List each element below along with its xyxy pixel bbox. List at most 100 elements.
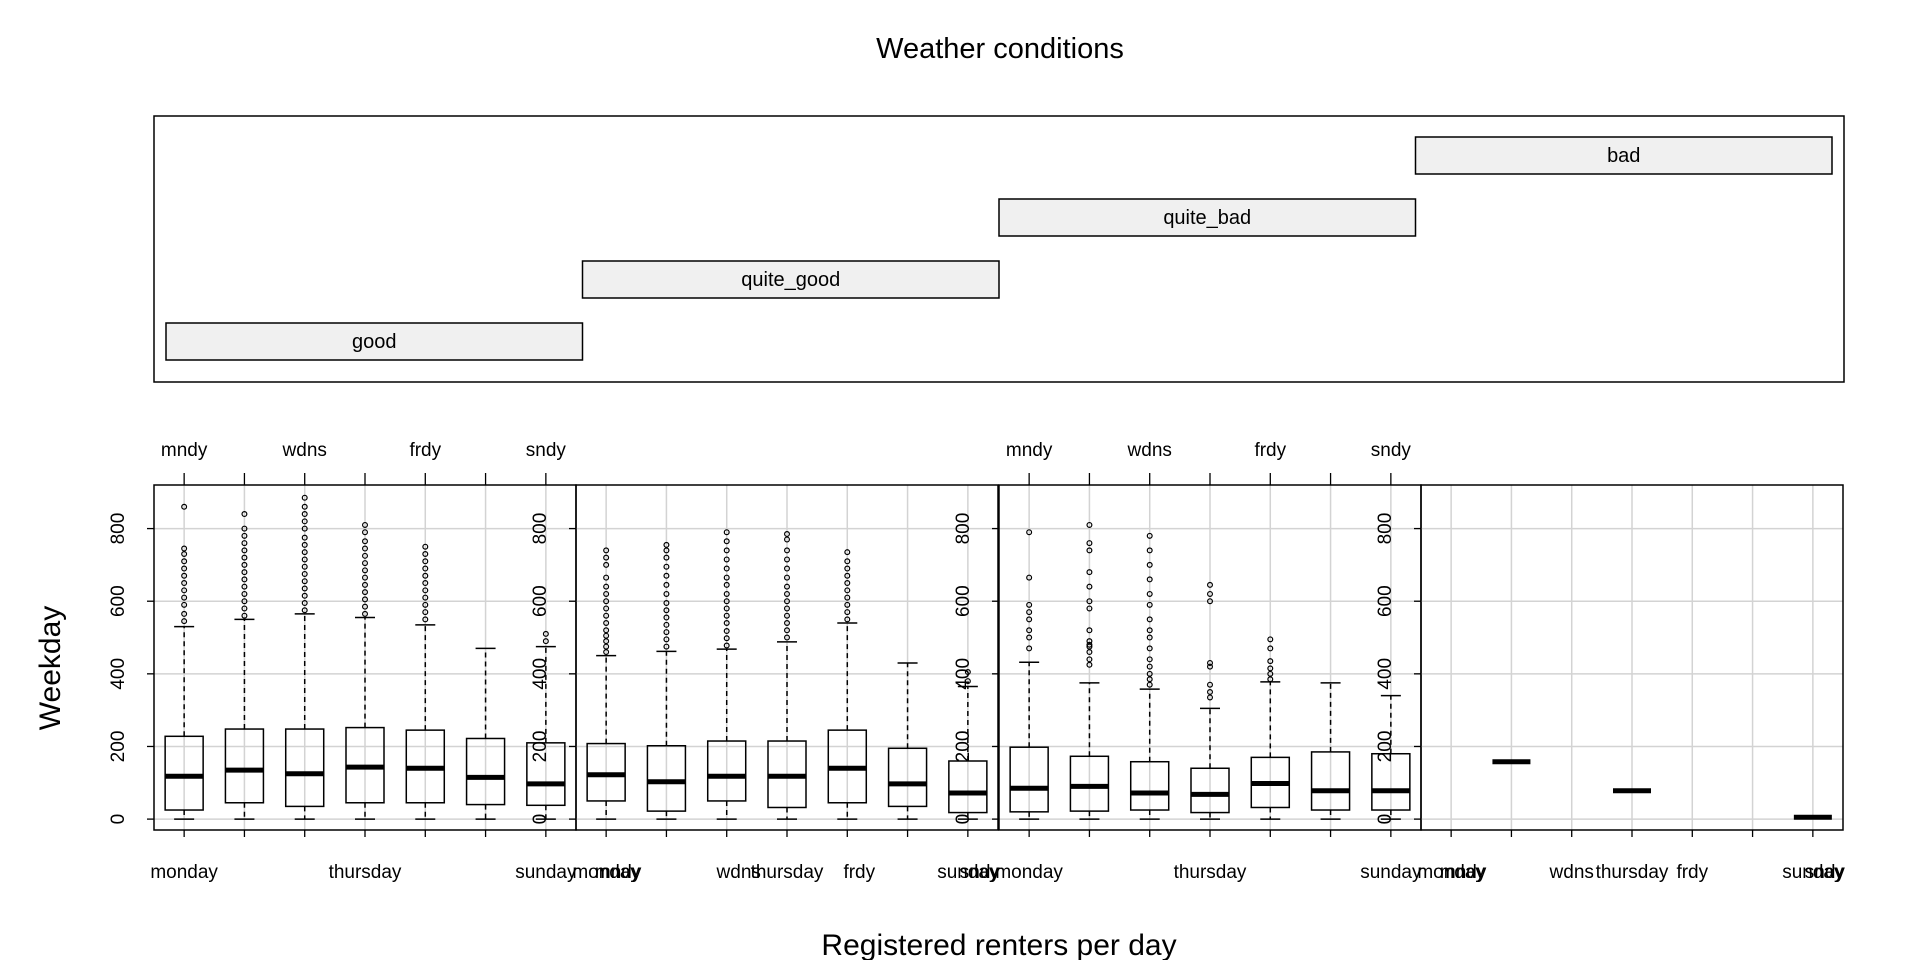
outlier-point — [663, 636, 670, 643]
outlier-point — [783, 590, 790, 597]
box-0 — [1009, 529, 1049, 820]
outlier-point — [783, 634, 790, 641]
outlier-point — [1206, 688, 1213, 695]
outlier-point — [603, 605, 610, 612]
box-iqr — [1371, 752, 1411, 811]
outlier-point — [1146, 561, 1153, 568]
outlier-point — [241, 561, 248, 568]
outlier-point — [241, 598, 248, 605]
outlier-point — [301, 607, 308, 614]
outlier-point — [241, 540, 248, 547]
y-tick-label: 600 — [108, 585, 129, 617]
outlier-point — [1026, 529, 1033, 536]
outlier-point — [422, 609, 429, 616]
outlier-point — [181, 545, 188, 552]
outlier-point — [362, 589, 369, 596]
box-iqr — [646, 744, 687, 812]
outlier-point — [1026, 616, 1033, 623]
box-6 — [526, 630, 566, 820]
outlier-point — [362, 567, 369, 574]
outlier-point — [844, 558, 851, 565]
condition-strip-bad — [1414, 136, 1833, 175]
outlier-point — [723, 612, 730, 619]
outlier-point — [241, 612, 248, 619]
box-iqr — [465, 737, 506, 806]
outlier-point — [663, 547, 670, 554]
outlier-point — [663, 643, 670, 650]
outlier-point — [1086, 627, 1093, 634]
panel-quite_good: 0 200 400 600 800 — [530, 484, 999, 837]
outlier-point — [1026, 574, 1033, 581]
outlier-point — [603, 561, 610, 568]
outlier-point — [301, 556, 308, 563]
x-tick-label-bottom: mndy — [595, 862, 642, 883]
outlier-point — [362, 552, 369, 559]
condition-strip-frame — [153, 115, 1845, 383]
condition-strip-label: bad — [1607, 145, 1640, 167]
outlier-point — [603, 649, 610, 656]
outlier-point — [241, 605, 248, 612]
outlier-point — [663, 563, 670, 570]
x-tick-label-top: frdy — [409, 440, 441, 461]
outlier-point — [844, 580, 851, 587]
outlier-point — [663, 629, 670, 636]
outlier-point — [301, 600, 308, 607]
box-4 — [827, 549, 868, 820]
outlier-point — [301, 549, 308, 556]
x-tick-label-bottom: thursday — [329, 862, 402, 883]
outlier-point — [241, 583, 248, 590]
condition-strip-quite_good — [581, 260, 1000, 299]
outlier-point — [181, 601, 188, 608]
outlier-point — [241, 511, 248, 518]
outlier-point — [723, 635, 730, 642]
outlier-point — [1086, 598, 1093, 605]
outlier-point — [1026, 601, 1033, 608]
box-iqr — [887, 747, 928, 808]
outlier-point — [964, 669, 971, 676]
panel-bad: 0 200 400 600 800 — [1375, 484, 1844, 837]
y-tick-label: 400 — [953, 658, 974, 690]
outlier-point — [542, 630, 549, 637]
outlier-point — [422, 543, 429, 550]
box-5 — [1310, 682, 1351, 820]
outlier-point — [422, 572, 429, 579]
outlier-point — [241, 525, 248, 532]
outlier-point — [1086, 547, 1093, 554]
x-tick-label-top: wdns — [282, 440, 327, 461]
outlier-point — [723, 642, 730, 649]
outlier-point — [301, 578, 308, 585]
outlier-point — [181, 550, 188, 557]
y-axis-label: Weekday — [34, 606, 67, 731]
outlier-point — [1146, 576, 1153, 583]
box-0 — [164, 503, 204, 820]
outlier-point — [362, 521, 369, 528]
outlier-point — [362, 529, 369, 536]
outlier-point — [1267, 670, 1274, 677]
outlier-point — [422, 587, 429, 594]
box-4 — [405, 543, 446, 820]
outlier-point — [844, 594, 851, 601]
box-2 — [706, 529, 747, 820]
chart-title: Weather conditions — [876, 33, 1124, 65]
outlier-point — [783, 598, 790, 605]
outlier-point — [362, 574, 369, 581]
outlier-point — [783, 547, 790, 554]
outlier-point — [1146, 656, 1153, 663]
outlier-point — [181, 610, 188, 617]
outlier-point — [181, 587, 188, 594]
outlier-point — [181, 565, 188, 572]
box-iqr — [1129, 760, 1170, 811]
y-tick-label: 600 — [953, 585, 974, 617]
outlier-point — [362, 596, 369, 603]
outlier-point — [301, 541, 308, 548]
x-tick-label-top: sndy — [1371, 440, 1412, 461]
box-iqr — [526, 742, 566, 807]
y-tick-label: 800 — [1375, 513, 1396, 545]
outlier-point — [723, 605, 730, 612]
x-tick-label-top: wdns — [1127, 440, 1172, 461]
outlier-point — [181, 594, 188, 601]
outlier-point — [181, 580, 188, 587]
box-1 — [1069, 521, 1110, 820]
box-iqr — [948, 760, 988, 814]
condition-strip-label: quite_good — [741, 269, 840, 291]
